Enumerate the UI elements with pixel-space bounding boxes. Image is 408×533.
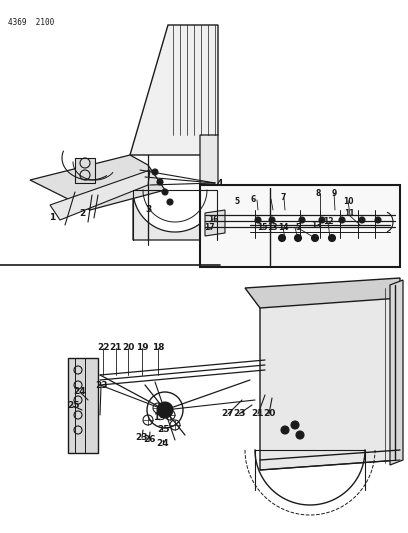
Circle shape	[162, 189, 168, 195]
Text: 19: 19	[136, 343, 149, 351]
Circle shape	[359, 217, 365, 223]
Polygon shape	[245, 278, 400, 308]
Circle shape	[375, 217, 381, 223]
Text: 13: 13	[311, 221, 321, 230]
Text: 5: 5	[295, 223, 301, 232]
Text: 16: 16	[208, 214, 218, 223]
Circle shape	[295, 235, 302, 241]
Text: 19: 19	[153, 414, 165, 423]
Text: 2: 2	[79, 209, 85, 219]
Text: 4: 4	[217, 179, 223, 188]
Circle shape	[167, 199, 173, 205]
Text: 27: 27	[222, 408, 234, 417]
Text: 21: 21	[252, 408, 264, 417]
Text: 7: 7	[280, 193, 286, 203]
Circle shape	[339, 217, 345, 223]
Circle shape	[311, 235, 319, 241]
Circle shape	[152, 169, 158, 175]
Text: 4369  2100: 4369 2100	[8, 18, 54, 27]
Text: 20: 20	[122, 343, 134, 351]
Text: 18: 18	[152, 343, 164, 351]
Text: 6: 6	[251, 195, 256, 204]
Bar	[200, 185, 400, 267]
Polygon shape	[130, 25, 218, 155]
Text: 15: 15	[257, 223, 267, 232]
Text: 23: 23	[136, 432, 148, 441]
Text: 21: 21	[110, 343, 122, 351]
Text: 3: 3	[145, 206, 151, 214]
Circle shape	[157, 402, 173, 418]
Text: 5: 5	[235, 197, 239, 206]
Circle shape	[281, 426, 289, 434]
Text: 26: 26	[143, 435, 155, 445]
Circle shape	[291, 421, 299, 429]
Text: 17: 17	[204, 223, 214, 232]
Circle shape	[319, 217, 325, 223]
Text: 13: 13	[267, 223, 277, 232]
Polygon shape	[205, 210, 225, 236]
Text: 22: 22	[97, 343, 109, 351]
Circle shape	[269, 217, 275, 223]
Text: 1: 1	[49, 214, 55, 222]
Bar	[68, 358, 98, 453]
Circle shape	[299, 217, 305, 223]
Circle shape	[255, 217, 261, 223]
Polygon shape	[50, 170, 150, 220]
Text: 20: 20	[263, 408, 275, 417]
Text: 23: 23	[233, 408, 245, 417]
Text: 9: 9	[331, 189, 337, 198]
Text: 11: 11	[344, 209, 354, 219]
Text: 25: 25	[67, 400, 79, 409]
Text: 14: 14	[278, 223, 288, 232]
Text: 12: 12	[323, 217, 333, 227]
Polygon shape	[200, 135, 218, 260]
Polygon shape	[260, 295, 400, 470]
Text: 10: 10	[343, 197, 353, 206]
Text: 24: 24	[74, 386, 86, 395]
Text: 25: 25	[157, 425, 169, 434]
Text: 8: 8	[315, 190, 321, 198]
Polygon shape	[390, 280, 403, 465]
Circle shape	[328, 235, 335, 241]
Bar	[75, 158, 95, 183]
Circle shape	[279, 235, 286, 241]
Circle shape	[157, 179, 163, 185]
Polygon shape	[30, 155, 165, 210]
Text: 24: 24	[157, 439, 169, 448]
Text: 23: 23	[95, 381, 107, 390]
Circle shape	[296, 431, 304, 439]
Polygon shape	[133, 190, 217, 240]
